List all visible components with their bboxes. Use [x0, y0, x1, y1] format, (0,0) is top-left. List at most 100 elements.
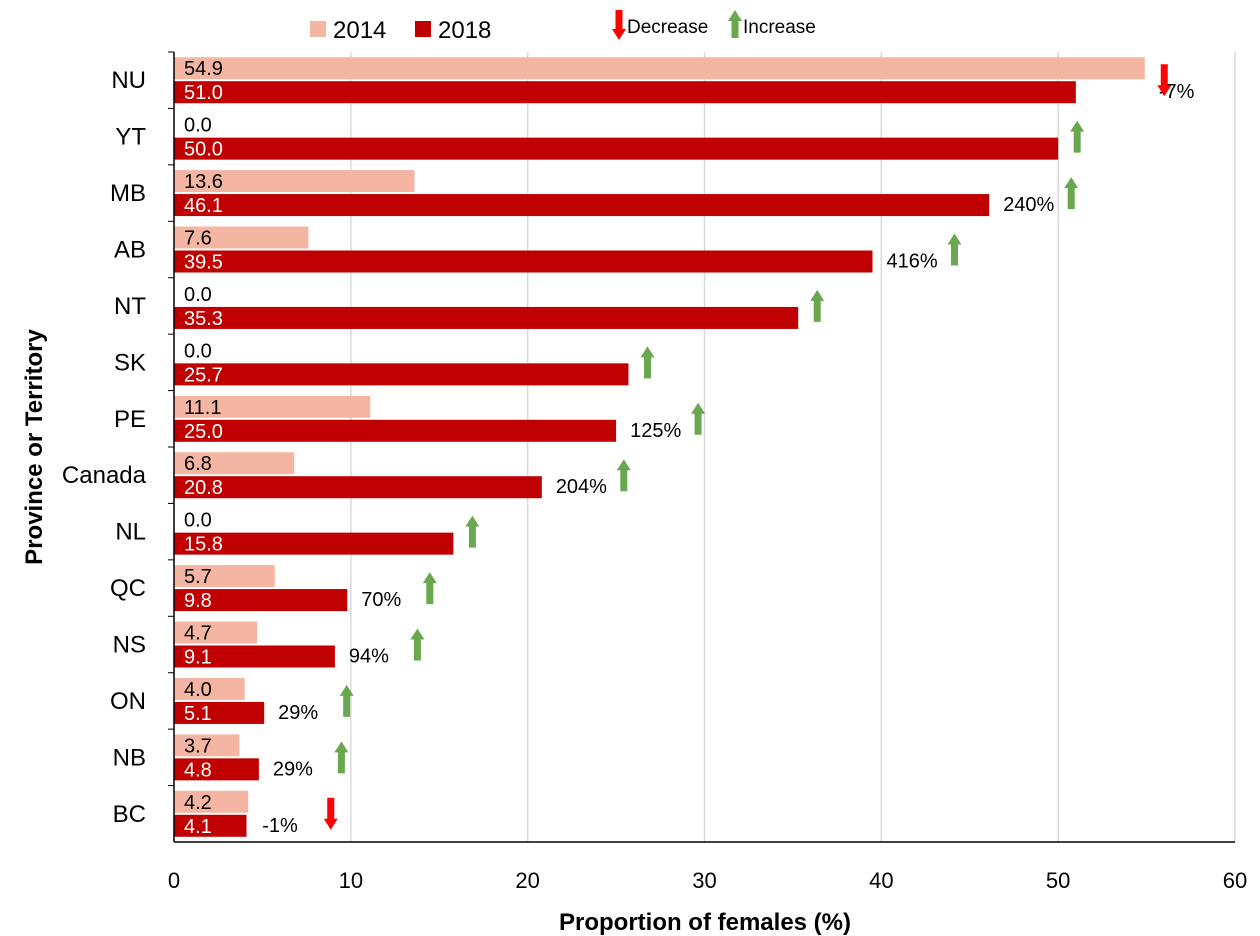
- data-label-2014: 3.7: [184, 735, 212, 757]
- increase-arrow-icon-shape: [339, 684, 354, 717]
- bar-2014-qc: [174, 565, 275, 588]
- data-label-2018: 25.7: [184, 364, 223, 386]
- category-label-nu: NU: [111, 67, 146, 94]
- decrease-arrow-icon-shape: [612, 10, 626, 40]
- gridlines: [350, 52, 1236, 842]
- x-tick-label: 60: [1223, 868, 1247, 893]
- data-label-2018: 35.3: [184, 308, 223, 330]
- category-label-qc: QC: [110, 575, 146, 602]
- legend-label-2018: 2018: [438, 17, 491, 44]
- data-label-2014: 4.7: [184, 623, 212, 645]
- x-tick-label: 40: [869, 868, 893, 893]
- bar-2018-bc: [174, 814, 247, 837]
- increase-arrow-icon-shape: [1064, 177, 1079, 210]
- bar-2018-nt: [174, 306, 799, 329]
- category-label-nt: NT: [114, 293, 146, 320]
- data-label-2018: 20.8: [184, 477, 223, 499]
- data-label-2014: 0.0: [184, 115, 212, 137]
- bar-2018-nu: [174, 81, 1076, 104]
- axes: 0 10 20 30 40 50 60 NU YT MB AB NT SK PE Canada NL QC NS O…: [62, 51, 1247, 893]
- bar-2018-qc: [174, 589, 348, 612]
- bar-2014-canada: [174, 452, 295, 475]
- data-label-2014: 11.1: [184, 397, 221, 419]
- x-tick-label: 20: [515, 868, 539, 893]
- data-label-2018: 50.0: [184, 139, 223, 161]
- increase-arrow-icon-shape: [1070, 120, 1085, 153]
- bar-2018-nl: [174, 532, 454, 555]
- category-label-nl: NL: [115, 519, 146, 546]
- data-label-2018: 9.1: [184, 647, 212, 669]
- increase-arrow-icon: [410, 628, 425, 661]
- x-tick-label: 50: [1046, 868, 1070, 893]
- increase-arrow-icon-shape: [410, 628, 425, 661]
- data-label-2014: 4.0: [184, 679, 212, 701]
- data-label-2014: 7.6: [184, 228, 212, 250]
- category-label-bc: BC: [113, 801, 146, 828]
- bar-2014-on: [174, 677, 245, 700]
- data-label-2018: 46.1: [184, 195, 223, 217]
- category-label-pe: PE: [114, 406, 146, 433]
- category-label-canada: Canada: [62, 462, 147, 489]
- increase-arrow-icon: [1064, 177, 1079, 210]
- increase-arrow-icon-shape: [465, 515, 480, 548]
- decrease-arrow-icon-shape: [323, 797, 338, 830]
- x-tick-label: 0: [168, 868, 180, 893]
- bar-2014-nu: [174, 57, 1145, 80]
- legend-label-decrease: Decrease: [627, 17, 708, 38]
- change-label-nb: 29%: [273, 758, 313, 780]
- data-label-2014: 0.0: [184, 510, 212, 532]
- bar-2014-bc: [174, 790, 249, 813]
- x-axis-title: Proportion of females (%): [559, 909, 851, 936]
- bar-2018-nb: [174, 758, 259, 781]
- y-axis-title: Province or Territory: [21, 329, 48, 565]
- change-label-bc: -1%: [262, 815, 298, 837]
- increase-arrow-icon: [640, 346, 655, 379]
- legend-swatch-2018: [415, 21, 431, 37]
- bar-2014-ab: [174, 226, 309, 249]
- legend-label-2014: 2014: [333, 17, 386, 44]
- increase-arrow-icon: [616, 459, 631, 492]
- data-label-2018: 51.0: [184, 82, 223, 104]
- increase-arrow-icon: [339, 684, 354, 717]
- data-label-2014: 4.2: [184, 792, 212, 814]
- change-label-mb: 240%: [1003, 194, 1054, 216]
- increase-arrow-icon: [691, 402, 706, 435]
- bar-2018-mb: [174, 194, 990, 217]
- change-label-ns: 94%: [349, 646, 389, 668]
- bar-2014-mb: [174, 170, 415, 193]
- decrease-arrow-icon: [612, 10, 626, 40]
- decrease-arrow-icon-shape: [1157, 64, 1172, 97]
- data-label-2018: 9.8: [184, 590, 212, 612]
- data-label-2014: 0.0: [184, 284, 212, 306]
- category-label-on: ON: [110, 688, 146, 715]
- bar-2014-nb: [174, 734, 240, 757]
- category-label-nb: NB: [113, 744, 146, 771]
- data-label-2014: 13.6: [184, 171, 223, 193]
- change-label-pe: 125%: [630, 420, 681, 442]
- bar-2018-on: [174, 701, 265, 724]
- bars: 54.951.0 -7%0.050.013.646.1 240%7.639.5 416…: [174, 57, 1195, 838]
- data-label-2018: 4.1: [184, 816, 212, 838]
- data-label-2014: 6.8: [184, 453, 212, 475]
- increase-arrow-icon: [728, 10, 742, 38]
- bar-2018-yt: [174, 137, 1059, 160]
- increase-arrow-icon: [810, 289, 825, 322]
- increase-arrow-icon: [334, 741, 349, 774]
- increase-arrow-icon: [947, 233, 962, 266]
- legend: 2014 2018 Decrease Increase: [310, 10, 816, 44]
- bar-2018-pe: [174, 419, 617, 442]
- decrease-arrow-icon: [323, 797, 338, 830]
- increase-arrow-icon-shape: [334, 741, 349, 774]
- increase-arrow-icon-shape: [640, 346, 655, 379]
- category-label-ab: AB: [114, 237, 146, 264]
- increase-arrow-icon-shape: [422, 572, 437, 605]
- increase-arrow-icon: [1070, 120, 1085, 153]
- data-label-2014: 54.9: [184, 58, 223, 80]
- increase-arrow-icon: [422, 572, 437, 605]
- bar-2018-ab: [174, 250, 873, 273]
- increase-arrow-icon-shape: [947, 233, 962, 266]
- change-label-ab: 416%: [886, 251, 937, 273]
- increase-arrow-icon-shape: [691, 402, 706, 435]
- data-label-2018: 5.1: [184, 703, 212, 725]
